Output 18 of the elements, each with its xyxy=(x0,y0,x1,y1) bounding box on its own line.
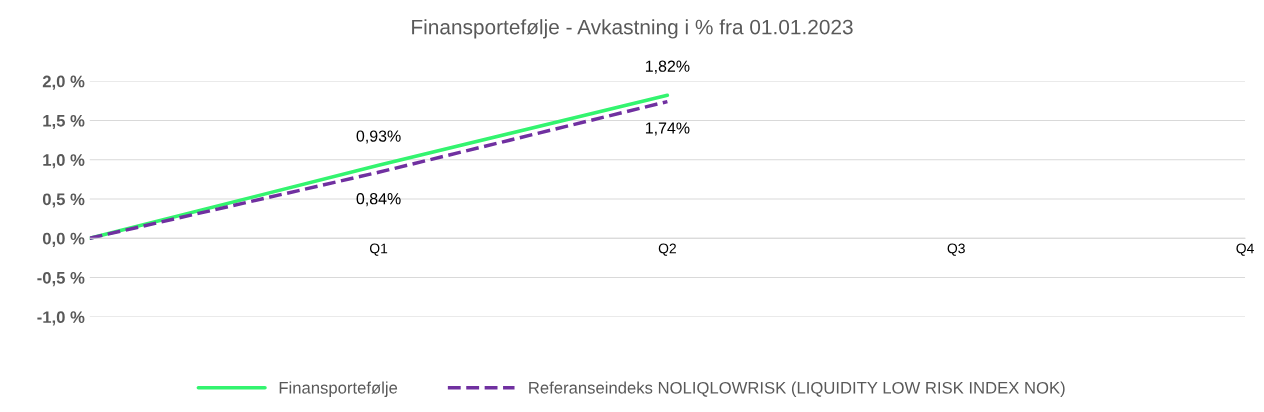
y-tick-label: -0,5 % xyxy=(37,271,85,287)
y-tick-label: 1,0 % xyxy=(43,154,85,169)
legend-label: Referanseindeks NOLIQLOWRISK (LIQUIDITY LOW RISK INDEX NOK) xyxy=(529,381,1065,397)
data-label: 0,93% xyxy=(356,130,401,144)
x-tick-label: Q3 xyxy=(947,243,965,256)
y-tick-label: -1,0 % xyxy=(37,311,85,326)
data-label: 1,82% xyxy=(645,60,690,74)
y-tick-label: 2,0 % xyxy=(42,75,85,90)
x-tick-label: Q1 xyxy=(369,243,388,256)
chart-title: Finansportefølje - Avkastning i % fra 01.01.2023 xyxy=(412,19,853,39)
data-label: 0,84% xyxy=(356,193,401,207)
y-tick-label: 0,0 % xyxy=(42,232,85,247)
legend-label: Finansportefølje xyxy=(279,381,398,397)
x-tick-label: Q2 xyxy=(658,243,676,256)
data-label: 1,74% xyxy=(645,122,690,136)
y-tick-label: 1,5 % xyxy=(43,114,85,130)
x-tick-label: Q4 xyxy=(1236,243,1254,256)
y-tick-label: 0,5 % xyxy=(42,193,85,208)
